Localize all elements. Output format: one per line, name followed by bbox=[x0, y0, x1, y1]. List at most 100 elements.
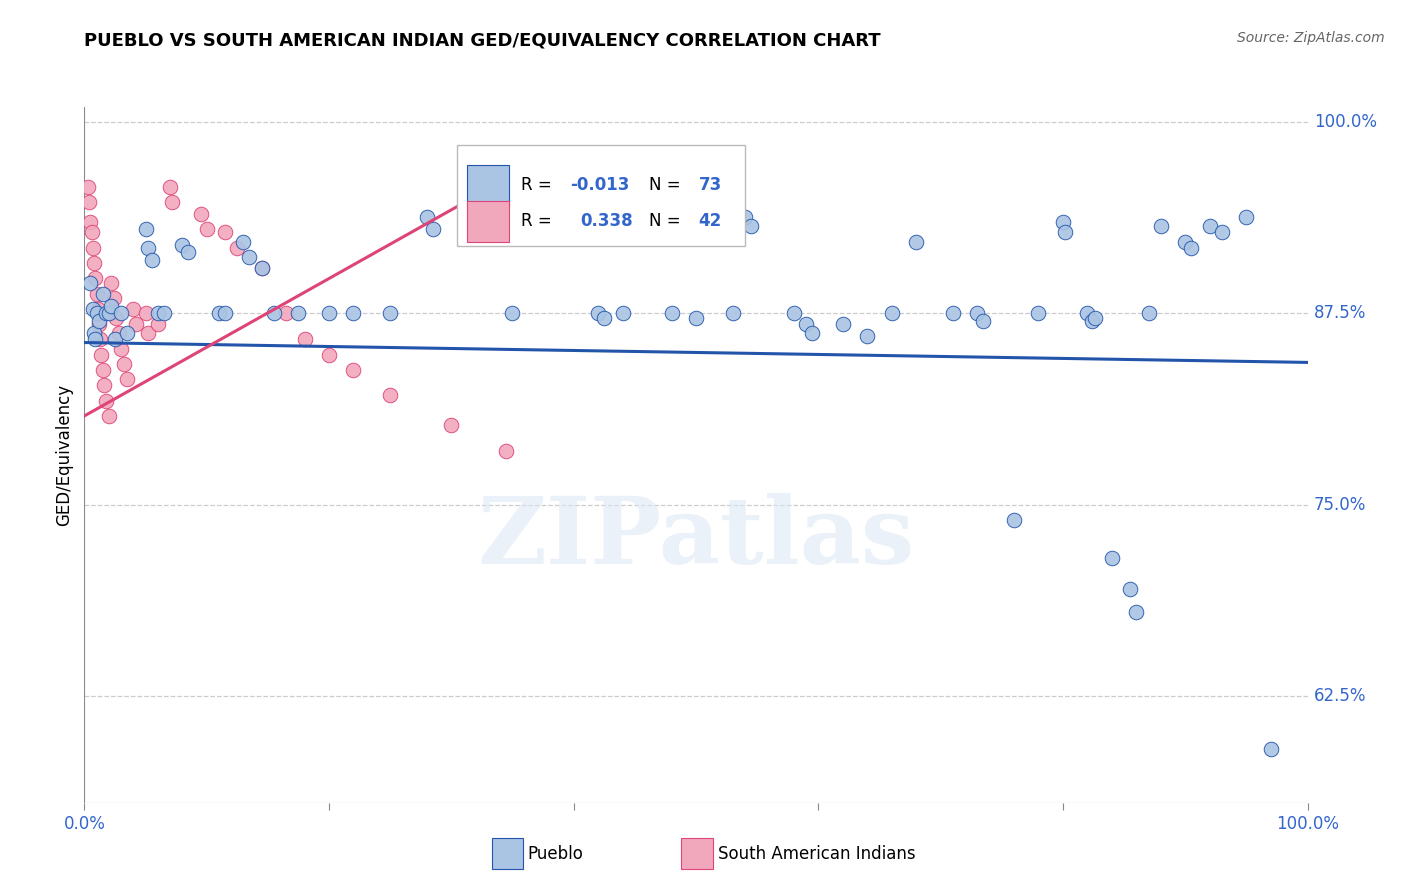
Point bbox=[734, 210, 756, 224]
Point bbox=[122, 301, 145, 316]
Point bbox=[125, 317, 148, 331]
Point bbox=[318, 306, 340, 320]
Text: R =: R = bbox=[522, 177, 557, 194]
FancyBboxPatch shape bbox=[492, 838, 523, 869]
Point bbox=[87, 317, 110, 331]
Point bbox=[276, 306, 298, 320]
Point bbox=[1101, 551, 1123, 566]
Point bbox=[96, 306, 118, 320]
Point bbox=[86, 286, 108, 301]
Point bbox=[89, 333, 111, 347]
Point bbox=[115, 326, 138, 341]
Point bbox=[612, 306, 634, 320]
Point bbox=[801, 326, 824, 341]
Point bbox=[91, 286, 114, 301]
Point bbox=[172, 237, 194, 252]
Y-axis label: GED/Equivalency: GED/Equivalency bbox=[55, 384, 73, 526]
Point bbox=[80, 226, 103, 240]
Point bbox=[1174, 235, 1197, 249]
Text: PUEBLO VS SOUTH AMERICAN INDIAN GED/EQUIVALENCY CORRELATION CHART: PUEBLO VS SOUTH AMERICAN INDIAN GED/EQUI… bbox=[84, 31, 882, 49]
Point bbox=[1119, 582, 1142, 596]
Point bbox=[77, 194, 100, 209]
Point bbox=[195, 222, 218, 236]
Point bbox=[136, 326, 159, 341]
Point bbox=[287, 306, 309, 320]
Text: -0.013: -0.013 bbox=[569, 177, 630, 194]
Point bbox=[1076, 306, 1098, 320]
Point bbox=[685, 311, 707, 326]
Point bbox=[1054, 226, 1077, 240]
Text: 62.5%: 62.5% bbox=[1313, 687, 1367, 705]
Text: 87.5%: 87.5% bbox=[1313, 304, 1367, 323]
Point bbox=[1198, 219, 1220, 234]
Text: R =: R = bbox=[522, 212, 562, 230]
Point bbox=[103, 291, 125, 305]
Point bbox=[107, 326, 129, 341]
Point bbox=[661, 306, 683, 320]
Point bbox=[495, 444, 517, 458]
Text: 75.0%: 75.0% bbox=[1313, 496, 1367, 514]
Point bbox=[91, 363, 114, 377]
Point bbox=[104, 333, 127, 347]
Text: 42: 42 bbox=[699, 212, 721, 230]
Point bbox=[136, 241, 159, 255]
Point bbox=[87, 314, 110, 328]
Point bbox=[135, 222, 157, 236]
Point bbox=[972, 314, 994, 328]
Point bbox=[250, 260, 273, 275]
Text: Pueblo: Pueblo bbox=[527, 845, 583, 863]
Text: ZIPatlas: ZIPatlas bbox=[478, 493, 914, 583]
Point bbox=[96, 393, 118, 408]
Point bbox=[1081, 314, 1104, 328]
Point bbox=[501, 306, 523, 320]
Point bbox=[1180, 241, 1202, 255]
Point bbox=[942, 306, 965, 320]
Point bbox=[146, 306, 169, 320]
FancyBboxPatch shape bbox=[467, 201, 509, 242]
Point bbox=[79, 276, 101, 290]
Point bbox=[77, 179, 100, 194]
Point bbox=[294, 333, 316, 347]
Point bbox=[783, 306, 806, 320]
Point bbox=[1211, 226, 1233, 240]
Text: 0.338: 0.338 bbox=[579, 212, 633, 230]
Point bbox=[153, 306, 176, 320]
Point bbox=[794, 317, 817, 331]
Point bbox=[214, 226, 236, 240]
Point bbox=[1150, 219, 1173, 234]
Point bbox=[232, 235, 254, 249]
Point bbox=[110, 342, 132, 356]
Text: Source: ZipAtlas.com: Source: ZipAtlas.com bbox=[1237, 31, 1385, 45]
Text: 100.0%: 100.0% bbox=[1313, 113, 1376, 131]
Point bbox=[82, 241, 104, 255]
Point bbox=[112, 357, 135, 371]
Point bbox=[159, 179, 181, 194]
Point bbox=[422, 222, 444, 236]
Point bbox=[86, 306, 108, 320]
Point bbox=[226, 241, 249, 255]
Text: N =: N = bbox=[650, 212, 686, 230]
Point bbox=[84, 333, 107, 347]
Point bbox=[1084, 311, 1107, 326]
Text: 73: 73 bbox=[699, 177, 721, 194]
Point bbox=[90, 348, 112, 362]
Point bbox=[342, 363, 364, 377]
Point bbox=[740, 219, 762, 234]
Point bbox=[1137, 306, 1160, 320]
Point bbox=[177, 245, 200, 260]
Point bbox=[318, 348, 340, 362]
Point bbox=[856, 329, 879, 343]
Point bbox=[1002, 513, 1025, 527]
Point bbox=[721, 306, 744, 320]
Point bbox=[100, 299, 122, 313]
Text: N =: N = bbox=[650, 177, 686, 194]
Point bbox=[135, 306, 157, 320]
Point bbox=[79, 215, 101, 229]
Point bbox=[966, 306, 988, 320]
Point bbox=[905, 235, 928, 249]
Point bbox=[93, 378, 115, 392]
Point bbox=[593, 311, 616, 326]
Point bbox=[162, 194, 184, 209]
FancyBboxPatch shape bbox=[682, 838, 713, 869]
Point bbox=[100, 276, 122, 290]
